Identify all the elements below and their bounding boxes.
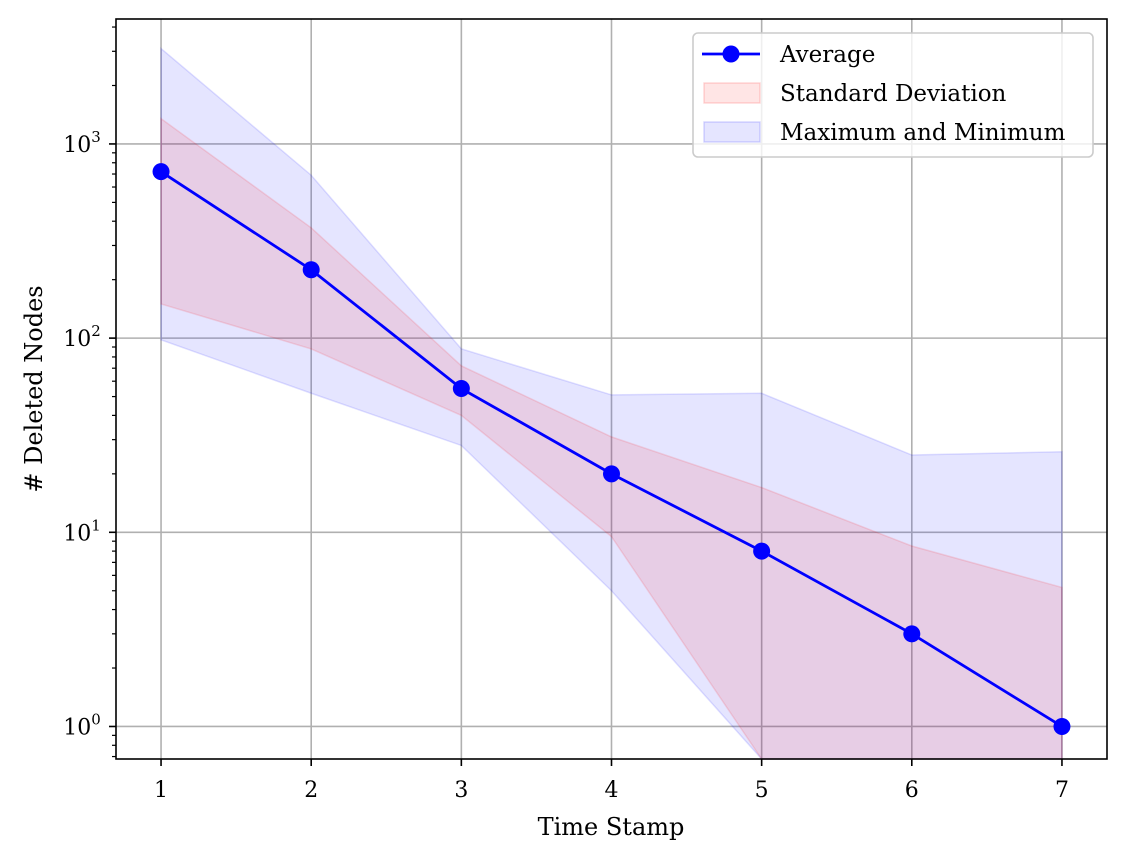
legend-label-standard-deviation: Standard Deviation	[780, 81, 1007, 107]
y-tick-label: 101	[63, 516, 101, 546]
legend-swatch-standard-deviation	[703, 82, 761, 104]
legend: Average Standard Deviation Maximum and Min…	[692, 32, 1094, 158]
legend-label-average: Average	[779, 42, 875, 68]
x-tick-label: 2	[304, 778, 318, 803]
y-axis-title: # Deleted Nodes	[20, 285, 48, 492]
legend-swatch-maximum-and-minimum	[703, 121, 761, 143]
x-tick-label: 4	[605, 778, 619, 803]
x-tick-label: 7	[1055, 778, 1069, 803]
average-point	[302, 261, 320, 279]
legend-label-maximum-and-minimum: Maximum and Minimum	[780, 120, 1066, 146]
average-point	[903, 625, 921, 643]
average-point	[1053, 717, 1071, 735]
y-tick-label: 100	[63, 710, 101, 740]
average-point	[603, 465, 620, 483]
average-point	[753, 542, 771, 560]
legend-marker-average	[722, 45, 740, 63]
x-axis-title: Time Stamp	[538, 813, 685, 841]
axis-ticks: 1 2 3 4 5 6 7 100 101 102 103	[63, 26, 1069, 803]
legend-box	[692, 32, 1094, 158]
x-tick-label: 6	[905, 778, 919, 803]
y-tick-label: 103	[63, 128, 101, 158]
x-tick-label: 1	[154, 778, 168, 803]
y-tick-label: 102	[63, 322, 101, 352]
x-tick-label: 3	[454, 778, 468, 803]
average-point	[452, 380, 470, 398]
average-series	[152, 163, 1071, 735]
x-tick-label: 5	[755, 778, 769, 803]
average-point	[152, 163, 170, 181]
